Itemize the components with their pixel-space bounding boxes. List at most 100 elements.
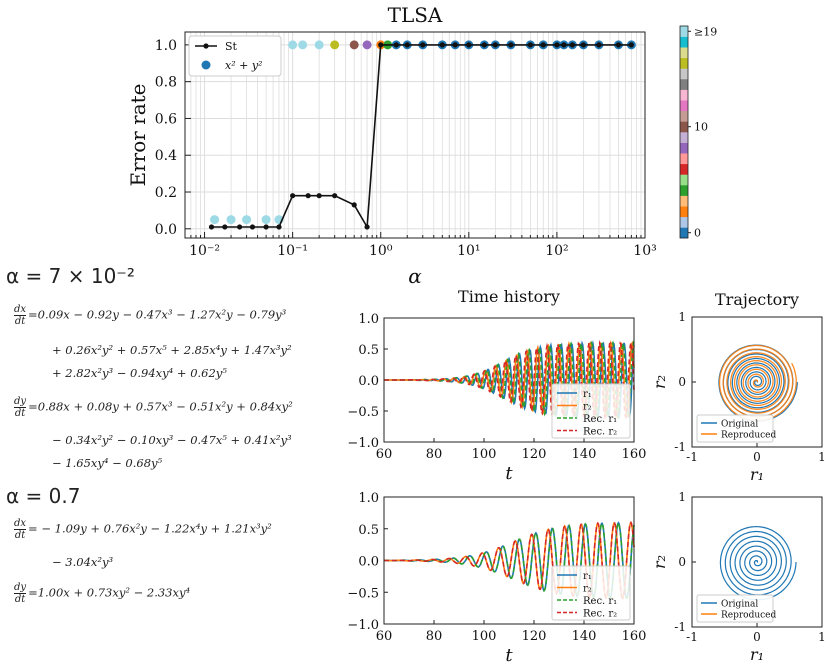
tlsa-legend-xy-marker [201, 60, 211, 70]
tlsa-st-marker [263, 224, 269, 230]
colorbar-segment [680, 132, 688, 143]
eq1-dy: dy dt =0.88x + 0.08y + 0.57x³ − 0.51x²y + … [14, 396, 293, 419]
tlsa-st-marker [580, 42, 587, 48]
traj2-legend-label: Reproduced [721, 611, 777, 621]
tlsa-st-marker [208, 224, 215, 230]
th2-xtick-label: 80 [426, 629, 443, 644]
th2-legend-label: Rec. r₂ [583, 609, 617, 620]
tlsa-ytick-label: 1.0 [155, 38, 177, 54]
th1-series-Rec. r₂ [384, 339, 635, 420]
th2-plot: −1.0−0.50.00.51.060 80 100 120 140 160tr₁r₂Re… [347, 491, 646, 664]
th2-ytick-label: 0.0 [358, 555, 379, 570]
tlsa-scatter-point [330, 40, 340, 50]
tlsa-st-marker [393, 42, 399, 48]
traj1-xtick-label: 1 [818, 450, 826, 464]
eq2-dy-line-0: =1.00x + 0.73xy² − 2.33xy⁴ [28, 585, 191, 600]
tlsa-st-marker [420, 42, 426, 48]
traj2-xtick-label: -1 [686, 630, 698, 644]
th1-title: Time history [458, 287, 560, 306]
tlsa-st-marker [466, 42, 472, 48]
alpha-label-2: α = 0.7 [6, 484, 81, 508]
tlsa-st-marker [364, 224, 370, 230]
tlsa-legend-st-label: St [225, 40, 238, 53]
th1-xtick-label: 160 [622, 447, 647, 462]
tlsa-ytick-label: 0.2 [155, 185, 177, 201]
traj2-xtick-label: 1 [818, 630, 826, 644]
colorbar-segment [680, 26, 688, 37]
th1-legend-label: Rec. r₁ [583, 414, 617, 425]
tlsa-xtick-label: 10² [545, 243, 568, 259]
th1-xtick-label: 120 [522, 447, 547, 462]
th1-xtick-label: 80 [426, 447, 443, 462]
eq1-dx-line-2: + 2.82x²y³ − 0.94xy⁴ + 0.62y⁵ [52, 366, 227, 380]
colorbar-tick-label: 0 [694, 227, 701, 240]
tlsa-ytick-label: 0.0 [155, 222, 177, 238]
traj2-ytick-label: -1 [674, 620, 686, 634]
traj2-legend-box [696, 594, 774, 623]
traj1-ytick-label: 1 [678, 310, 686, 324]
colorbar-segment [680, 79, 688, 90]
traj2-ytick-label: 1 [678, 490, 686, 504]
tlsa-xtick-label: 10⁻² [189, 243, 220, 259]
tlsa-st-marker [222, 224, 228, 230]
tlsa-st-marker [332, 193, 338, 199]
colorbar-tick-label: 10 [694, 121, 708, 134]
colorbar-segment [680, 100, 688, 112]
colorbar-segment [680, 36, 688, 48]
tlsa-st-marker [378, 42, 384, 48]
tlsa-st-marker [316, 193, 322, 199]
colorbar-segment [680, 110, 688, 122]
tlsa-scatter-point [261, 215, 271, 225]
colorbar-segment [680, 174, 688, 186]
eq1-dy-line-0: =0.88x + 0.08y + 0.57x³ − 0.51x²y + 0.84… [28, 399, 293, 414]
th2-xtick-label: 160 [622, 629, 647, 644]
th2-ytick-label: 1.0 [358, 491, 379, 506]
traj1-ytick-label: -1 [674, 440, 686, 454]
tlsa-st-marker [540, 42, 546, 48]
traj2-xtick-label: 0 [753, 630, 761, 644]
tlsa-st-marker [276, 224, 282, 230]
tlsa-st-marker [290, 193, 296, 199]
th1-ytick-label: 0.0 [358, 374, 379, 389]
th1-legend-label: r₂ [583, 402, 592, 413]
th1-xtick-label: 140 [572, 447, 597, 462]
tlsa-xtick-label: 10¹ [457, 243, 480, 259]
eq1-dx: dx dt =0.09x − 0.92y − 0.47x³ − 1.27x²y − … [14, 304, 286, 327]
th2-ytick-label: −0.5 [347, 586, 379, 601]
colorbar-segment [680, 89, 688, 101]
tlsa-scatter-point [349, 40, 359, 50]
colorbar-segment [680, 47, 688, 59]
tlsa-ytick-label: 0.6 [155, 111, 177, 127]
eq2-dy-frac: dy dt [14, 582, 27, 605]
traj1-legend-label: Reproduced [721, 431, 777, 441]
tlsa-st-marker [249, 224, 256, 230]
tlsa-scatter-point [298, 40, 308, 50]
colorbar-segment [680, 185, 688, 196]
colorbar-segment [680, 68, 688, 80]
th1-legend-box [551, 383, 631, 439]
th1-xtick-label: 100 [472, 447, 497, 462]
th2-ytick-label: −1.0 [347, 618, 379, 633]
tlsa-legend-st-marker [203, 43, 209, 49]
th1-ytick-label: 1.0 [358, 312, 379, 327]
traj2-series-original [719, 525, 797, 601]
eq2-dx-line-1: − 3.04x²y³ [52, 555, 114, 569]
tlsa-xlabel: α [408, 264, 422, 288]
tlsa-plot: 0.0 0.2 0.4 0.6 0.8 1.0 10⁻² 10⁻¹ 10⁰ 10¹ 10² 10³ TL… [126, 3, 717, 288]
colorbar-segment [680, 121, 688, 133]
traj2-ytick-label: 0 [678, 555, 686, 569]
traj2-xlabel: r₁ [750, 645, 764, 664]
tlsa-st-marker [492, 42, 498, 48]
tlsa-st-marker [404, 42, 410, 48]
tlsa-st-marker [628, 42, 634, 48]
tlsa-scatter-point [226, 215, 236, 225]
eq1-dy-line-1: − 0.34x²y² − 0.10xy³ − 0.47x⁵ + 0.41x²y³ [52, 433, 292, 447]
tlsa-st-marker [439, 42, 445, 48]
th1-plot: −1.0 −0.5 0.0 0.5 1.0 60 80 100 120 140 160 Time hi… [347, 287, 646, 484]
tlsa-st-marker [236, 224, 243, 230]
th1-xtick-label: 60 [376, 447, 393, 462]
colorbar-tick-label: ≥19 [694, 25, 717, 38]
traj1-series-reproduced [718, 344, 797, 421]
